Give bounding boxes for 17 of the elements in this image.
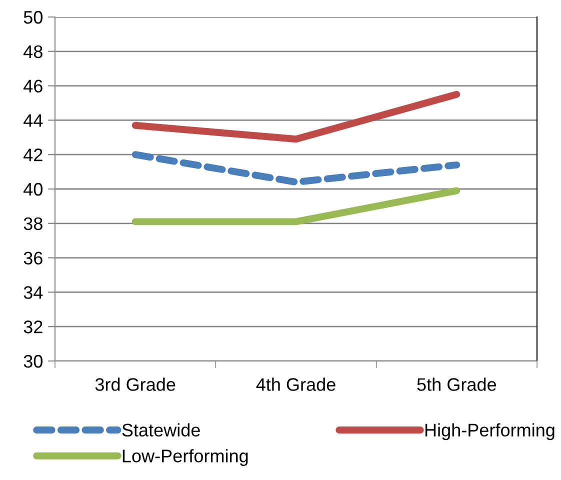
legend-label: Statewide [122,423,200,437]
y-tick-label: 36 [24,252,42,265]
y-tick-label: 40 [24,182,42,196]
y-tick-label: 46 [24,80,42,93]
y-tick-label: 32 [24,320,42,334]
x-tick-label: 4th Grade [256,378,336,391]
y-tick-label: 38 [24,217,42,230]
y-tick-label: 44 [24,114,43,127]
y-tick-label: 48 [24,45,42,58]
y-tick-label: 30 [24,354,42,368]
legend-label: Low-Performing [122,449,248,466]
y-tick-label: 50 [24,10,42,24]
legend-label: High-Performing [425,423,554,440]
x-tick-label: 5th Grade [417,378,496,391]
y-tick-label: 34 [24,286,43,299]
y-tick-label: 42 [24,148,42,162]
x-tick-label: 3rd Grade [95,378,176,391]
